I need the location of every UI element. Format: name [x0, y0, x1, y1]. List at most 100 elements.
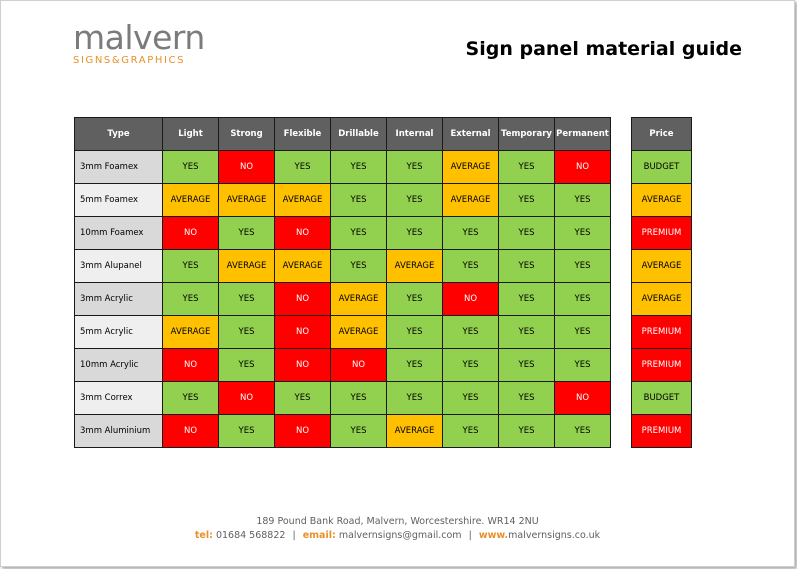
footer-separator: | [292, 530, 296, 541]
rating-cell: YES [386, 282, 443, 316]
rating-cell: YES [554, 282, 611, 316]
rating-cell: YES [554, 216, 611, 250]
column-header-price: Price [631, 117, 692, 151]
price-row: PREMIUM [631, 216, 692, 250]
rating-cell: YES [554, 183, 611, 217]
rating-cell: NO [218, 150, 275, 184]
email-link[interactable]: malvernsigns@gmail.com [338, 530, 462, 541]
material-type-cell: 3mm Correx [74, 381, 163, 415]
table-row: 3mm Correx YES NO YES YES YES YES YES NO [74, 381, 611, 415]
company-logo: malvern SIGNS&GRAPHICS [73, 21, 205, 67]
rating-cell: YES [386, 183, 443, 217]
rating-cell: YES [498, 414, 555, 448]
rating-cell: NO [330, 348, 387, 382]
price-row: AVERAGE [631, 183, 692, 217]
rating-cell: NO [554, 381, 611, 415]
column-header-drillable: Drillable [330, 117, 387, 151]
rating-cell: YES [330, 381, 387, 415]
rating-cell: YES [162, 381, 219, 415]
rating-cell: YES [442, 381, 499, 415]
rating-cell: YES [386, 348, 443, 382]
table-row: 3mm Alupanel YES AVERAGE AVERAGE YES AVERAGE Y… [74, 249, 611, 283]
rating-cell: YES [498, 150, 555, 184]
price-cell: PREMIUM [631, 216, 692, 250]
rating-cell: YES [330, 216, 387, 250]
material-type-cell: 3mm Alupanel [74, 249, 163, 283]
price-cell: PREMIUM [631, 414, 692, 448]
price-row: BUDGET [631, 381, 692, 415]
price-cell: PREMIUM [631, 315, 692, 349]
email-label: email: [302, 530, 336, 541]
website-link[interactable]: www.malvernsigns.co.uk [479, 530, 600, 541]
table-header-row: Type Light Strong Flexible Drillable Int… [74, 117, 611, 151]
rating-cell: NO [274, 282, 331, 316]
rating-cell: NO [218, 381, 275, 415]
rating-cell: AVERAGE [162, 315, 219, 349]
column-header-external: External [442, 117, 499, 151]
rating-cell: YES [498, 282, 555, 316]
rating-cell: YES [386, 150, 443, 184]
rating-cell: NO [274, 216, 331, 250]
rating-cell: YES [442, 249, 499, 283]
tel-number: 01684 568822 [215, 530, 286, 541]
rating-cell: YES [162, 282, 219, 316]
table-row: 10mm Foamex NO YES NO YES YES YES YES YES [74, 216, 611, 250]
price-table-body: BUDGET AVERAGE PREMIUM AVERAGE AVERAGE PREMIU… [631, 150, 692, 448]
rating-cell: YES [386, 216, 443, 250]
footer-separator: | [468, 530, 472, 541]
table-row: 10mm Acrylic NO YES NO NO YES YES YES YES [74, 348, 611, 382]
rating-cell: YES [554, 249, 611, 283]
column-header-permanent: Permanent [554, 117, 611, 151]
price-cell: AVERAGE [631, 249, 692, 283]
material-type-cell: 10mm Acrylic [74, 348, 163, 382]
rating-cell: NO [274, 414, 331, 448]
rating-cell: NO [162, 348, 219, 382]
rating-cell: NO [274, 315, 331, 349]
rating-cell: YES [330, 183, 387, 217]
price-row: BUDGET [631, 150, 692, 184]
rating-cell: YES [330, 249, 387, 283]
rating-cell: YES [498, 216, 555, 250]
table-row: 5mm Foamex AVERAGE AVERAGE AVERAGE YES YES AVE… [74, 183, 611, 217]
price-row: AVERAGE [631, 249, 692, 283]
rating-cell: YES [554, 348, 611, 382]
rating-cell: YES [498, 249, 555, 283]
price-table: Price BUDGET AVERAGE PREMIUM AVERAGE AVERAGE… [631, 117, 692, 448]
rating-cell: YES [498, 315, 555, 349]
rating-cell: AVERAGE [218, 183, 275, 217]
rating-cell: AVERAGE [442, 150, 499, 184]
rating-cell: YES [554, 414, 611, 448]
rating-cell: YES [442, 315, 499, 349]
rating-cell: YES [162, 249, 219, 283]
table-row: 5mm Acrylic AVERAGE YES NO AVERAGE YES YES YES Y… [74, 315, 611, 349]
price-header-row: Price [631, 117, 692, 151]
rating-cell: YES [386, 381, 443, 415]
rating-cell: YES [218, 348, 275, 382]
price-row: PREMIUM [631, 348, 692, 382]
rating-cell: AVERAGE [386, 249, 443, 283]
rating-cell: YES [218, 315, 275, 349]
footer-contact: tel: 01684 568822 | email: malvernsigns@… [1, 530, 794, 541]
price-row: PREMIUM [631, 414, 692, 448]
rating-cell: AVERAGE [162, 183, 219, 217]
price-cell: PREMIUM [631, 348, 692, 382]
table-row: 3mm Aluminium NO YES NO YES AVERAGE YES YES YES [74, 414, 611, 448]
material-type-cell: 3mm Foamex [74, 150, 163, 184]
rating-cell: YES [274, 381, 331, 415]
rating-cell: NO [274, 348, 331, 382]
rating-cell: YES [162, 150, 219, 184]
rating-cell: YES [274, 150, 331, 184]
rating-cell: YES [442, 414, 499, 448]
page-title: Sign panel material guide [465, 38, 742, 60]
rating-cell: YES [330, 414, 387, 448]
rating-cell: YES [498, 381, 555, 415]
rating-cell: AVERAGE [218, 249, 275, 283]
table-row: 3mm Acrylic YES YES NO AVERAGE YES NO YES YES [74, 282, 611, 316]
column-header-strong: Strong [218, 117, 275, 151]
web-domain: malvernsigns.co.uk [508, 530, 601, 541]
rating-cell: YES [218, 216, 275, 250]
material-type-cell: 5mm Foamex [74, 183, 163, 217]
rating-cell: YES [442, 348, 499, 382]
rating-cell: YES [442, 216, 499, 250]
rating-cell: YES [386, 315, 443, 349]
